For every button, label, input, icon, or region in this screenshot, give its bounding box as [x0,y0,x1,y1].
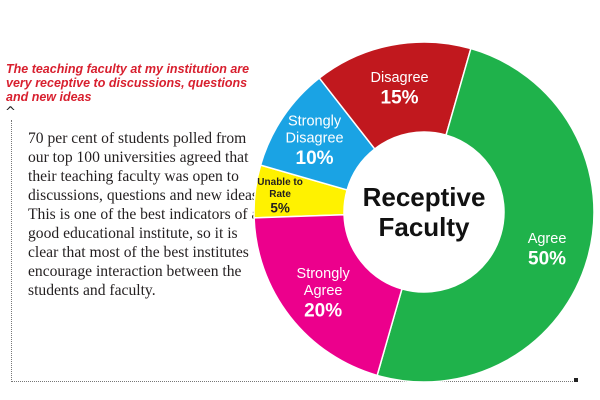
dotted-horizontal-rule [11,381,577,382]
caret-marker: ^ [5,105,16,120]
slice-value-strongly-agree: 20% [304,301,342,322]
chart-center-title-line-1: Receptive [363,182,486,212]
chart-center-title-line-2: Faculty [378,212,470,242]
slice-strongly-agree [253,214,403,377]
slice-label-strongly-agree-line-2: Agree [304,283,343,299]
slice-label-unable-to-rate-line-2: Rate [269,189,291,200]
dotted-vertical-rule [11,120,12,382]
slice-label-disagree-line-1: Disagree [371,70,429,86]
slice-label-strongly-disagree-line-2: Disagree [286,130,344,146]
slice-value-disagree: 15% [381,88,419,109]
slice-value-agree: 50% [528,249,566,270]
survey-question: The teaching faculty at my institution a… [6,62,250,104]
slice-label-unable-to-rate-line-1: Unable to [257,177,303,188]
slice-label-strongly-agree-line-1: Strongly [297,266,351,282]
body-paragraph: 70 per cent of students polled from our … [28,130,262,299]
slice-value-unable-to-rate: 5% [270,201,290,216]
slice-value-strongly-disagree: 10% [296,148,334,169]
slice-label-agree-line-1: Agree [528,231,567,247]
slice-agree [376,47,595,383]
rule-end-marker [574,378,578,382]
slice-label-strongly-disagree-line-1: Strongly [288,113,342,129]
